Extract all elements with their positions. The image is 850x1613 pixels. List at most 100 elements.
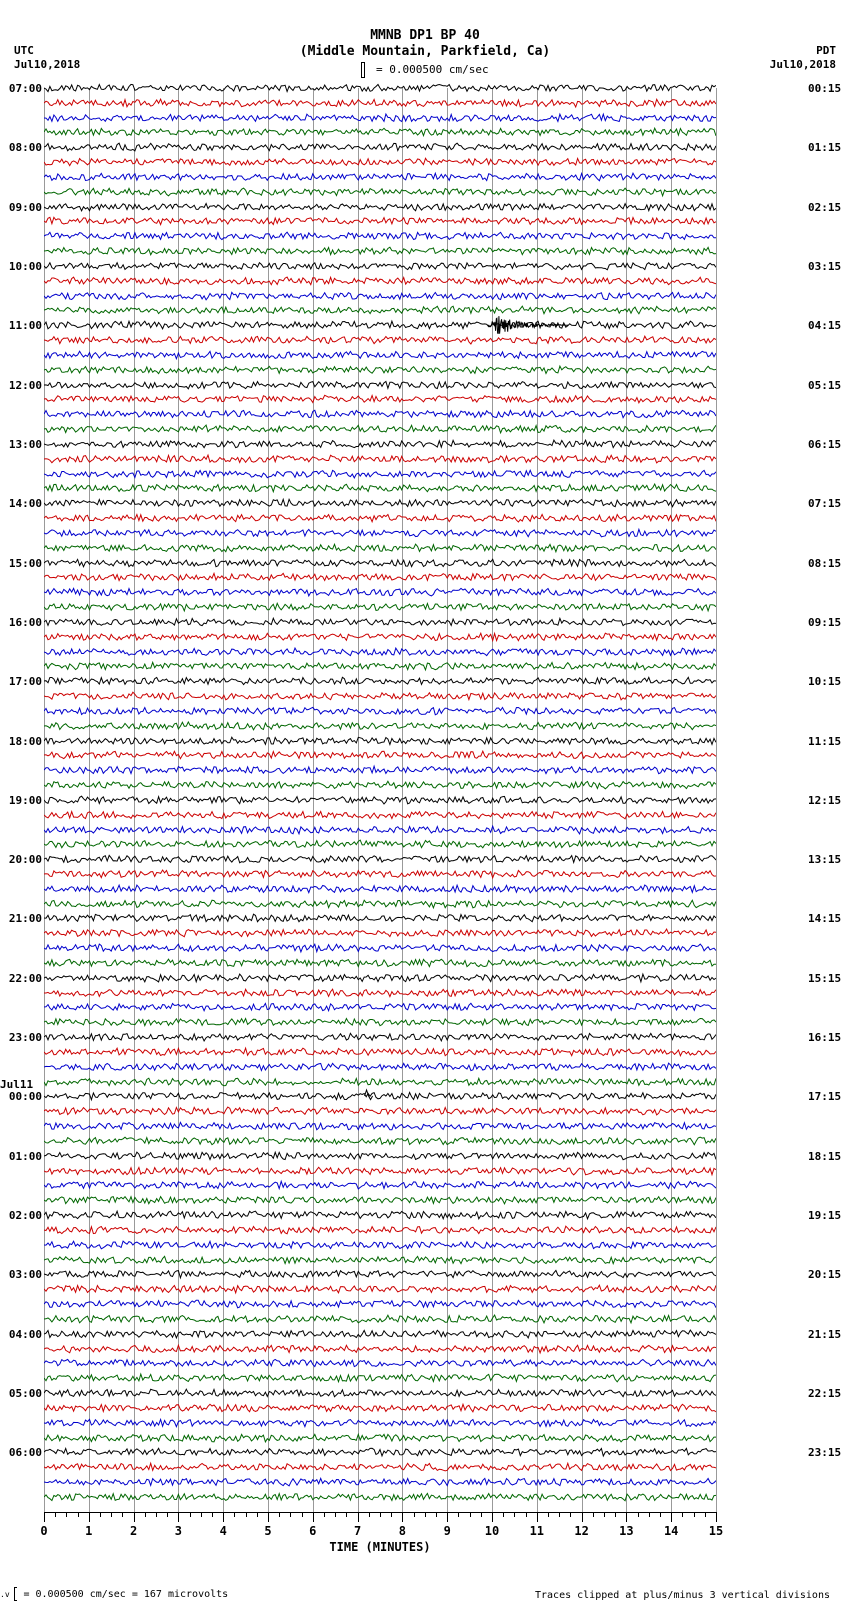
x-tick-minor [694,1512,695,1517]
x-tick-minor [593,1512,594,1517]
x-tick-minor [638,1512,639,1517]
pdt-hour-label: 14:15 [808,912,850,925]
utc-hour-label: 00:00 [0,1090,42,1103]
x-tick-minor [369,1512,370,1517]
trace-row [44,1487,716,1507]
x-tick-major [492,1512,493,1522]
scale-bar-icon [361,62,365,78]
x-tick-minor [167,1512,168,1517]
utc-hour-label: 01:00 [0,1150,42,1163]
x-tick-minor [212,1512,213,1517]
pdt-hour-label: 11:15 [808,735,850,748]
pdt-hour-label: 23:15 [808,1446,850,1459]
vgrid-line [716,88,717,1512]
pdt-hour-label: 12:15 [808,794,850,807]
x-tick-major [223,1512,224,1522]
footer-left-text: = 0.000500 cm/sec = 167 microvolts [17,1589,228,1600]
x-tick-major [313,1512,314,1522]
x-tick-label: 13 [619,1524,633,1538]
x-tick-minor [436,1512,437,1517]
footer-prefix: .v [0,1590,14,1599]
utc-hour-label: 03:00 [0,1268,42,1281]
x-tick-minor [290,1512,291,1517]
utc-hour-label: 02:00 [0,1209,42,1222]
pdt-hour-label: 05:15 [808,379,850,392]
x-tick-minor [122,1512,123,1517]
helicorder-plot [44,88,716,1512]
pdt-hour-label: 09:15 [808,616,850,629]
utc-hour-label: 13:00 [0,438,42,451]
utc-hour-label: 16:00 [0,616,42,629]
scale-value: = 0.000500 cm/sec [369,63,488,76]
x-tick-minor [279,1512,280,1517]
utc-hour-label: 20:00 [0,853,42,866]
pdt-hour-label: 16:15 [808,1031,850,1044]
tz-right-label: PDT [816,44,836,57]
pdt-hour-label: 06:15 [808,438,850,451]
pdt-hour-label: 07:15 [808,497,850,510]
x-tick-label: 11 [530,1524,544,1538]
x-tick-minor [682,1512,683,1517]
x-tick-minor [257,1512,258,1517]
x-tick-minor [548,1512,549,1517]
x-tick-minor [234,1512,235,1517]
x-tick-major [716,1512,717,1522]
x-tick-minor [414,1512,415,1517]
utc-date-break: Jul11 [0,1078,42,1091]
pdt-hour-label: 04:15 [808,319,850,332]
x-tick-minor [391,1512,392,1517]
x-tick-minor [66,1512,67,1517]
x-tick-minor [346,1512,347,1517]
x-tick-minor [145,1512,146,1517]
x-tick-minor [190,1512,191,1517]
x-tick-major [44,1512,45,1522]
x-tick-label: 2 [130,1524,137,1538]
x-tick-label: 5 [264,1524,271,1538]
utc-hour-label: 04:00 [0,1328,42,1341]
x-tick-label: 8 [399,1524,406,1538]
utc-hour-label: 23:00 [0,1031,42,1044]
utc-hour-label: 10:00 [0,260,42,273]
pdt-hour-label: 01:15 [808,141,850,154]
x-tick-major [358,1512,359,1522]
x-tick-minor [302,1512,303,1517]
x-tick-major [537,1512,538,1522]
pdt-hour-label: 19:15 [808,1209,850,1222]
footer-left: .v = 0.000500 cm/sec = 167 microvolts [0,1587,228,1601]
x-tick-minor [660,1512,661,1517]
x-tick-major [626,1512,627,1522]
utc-hour-label: 08:00 [0,141,42,154]
x-tick-label: 12 [574,1524,588,1538]
title-line2: (Middle Mountain, Parkfield, Ca) [0,44,850,59]
x-tick-major [89,1512,90,1522]
x-axis-title: TIME (MINUTES) [44,1540,716,1554]
pdt-hour-label: 21:15 [808,1328,850,1341]
x-tick-label: 6 [309,1524,316,1538]
x-tick-minor [246,1512,247,1517]
x-tick-label: 10 [485,1524,499,1538]
utc-hour-label: 11:00 [0,319,42,332]
x-tick-minor [514,1512,515,1517]
x-tick-label: 4 [220,1524,227,1538]
footer-right: Traces clipped at plus/minus 3 vertical … [535,1590,830,1601]
x-tick-minor [458,1512,459,1517]
utc-hour-label: 14:00 [0,497,42,510]
pdt-hour-label: 03:15 [808,260,850,273]
x-tick-minor [470,1512,471,1517]
pdt-hour-label: 17:15 [808,1090,850,1103]
x-tick-major [178,1512,179,1522]
x-tick-label: 0 [40,1524,47,1538]
pdt-hour-label: 13:15 [808,853,850,866]
utc-hour-label: 21:00 [0,912,42,925]
x-tick-minor [570,1512,571,1517]
x-tick-minor [324,1512,325,1517]
x-tick-major [268,1512,269,1522]
tz-left-label: UTC [14,44,34,57]
utc-hour-label: 18:00 [0,735,42,748]
utc-hour-label: 05:00 [0,1387,42,1400]
x-tick-minor [156,1512,157,1517]
x-tick-major [134,1512,135,1522]
x-tick-minor [615,1512,616,1517]
date-left-label: Jul10,2018 [14,58,80,71]
utc-hour-label: 22:00 [0,972,42,985]
